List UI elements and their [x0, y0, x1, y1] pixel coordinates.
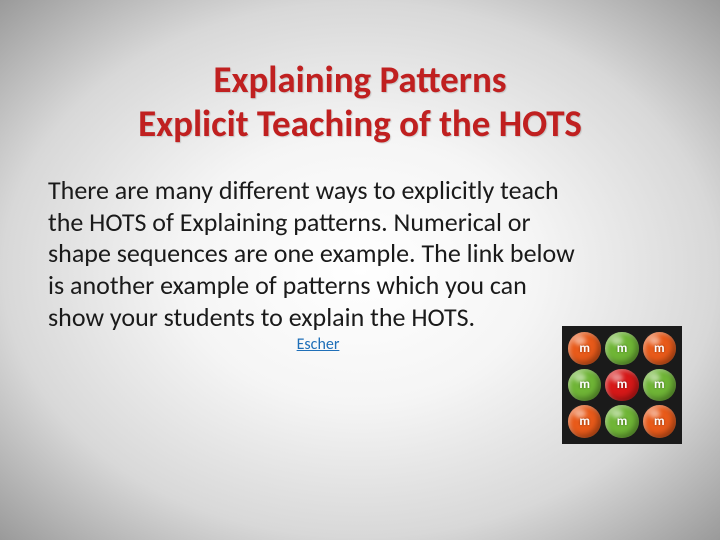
title-line-2: Explicit Teaching of the HOTS [48, 102, 672, 146]
title-line-1: Explaining Patterns [48, 58, 672, 102]
candy-cell: m [605, 405, 638, 438]
candy-cell: m [568, 369, 601, 402]
slide-title: Explaining Patterns Explicit Teaching of… [48, 58, 672, 147]
escher-link[interactable]: Escher [48, 335, 588, 354]
pattern-image: m m m m m m m m m [562, 326, 682, 444]
candy-cell: m [643, 369, 676, 402]
candy-cell: m [568, 405, 601, 438]
candy-cell: m [643, 332, 676, 365]
candy-cell: m [605, 369, 638, 402]
candy-cell: m [643, 405, 676, 438]
slide-container: Explaining Patterns Explicit Teaching of… [0, 0, 720, 540]
candy-cell: m [605, 332, 638, 365]
body-paragraph: There are many different ways to explici… [48, 175, 588, 334]
candy-cell: m [568, 332, 601, 365]
